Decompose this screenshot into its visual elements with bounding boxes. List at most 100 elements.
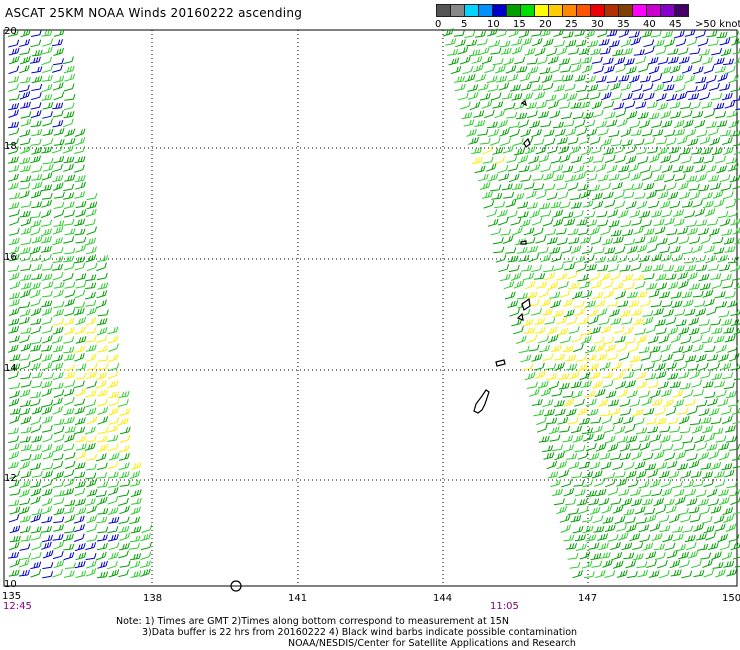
wind-barb	[42, 101, 54, 110]
wind-barb	[654, 319, 666, 327]
wind-barb	[448, 57, 460, 66]
wind-barb	[662, 309, 674, 318]
wind-barb	[699, 92, 711, 101]
wind-barb	[29, 362, 41, 371]
wind-barb	[654, 226, 666, 235]
wind-barb	[648, 570, 660, 578]
wind-barb	[534, 91, 546, 100]
wind-barb	[9, 470, 21, 480]
wind-barb	[689, 101, 701, 110]
wind-barb	[626, 110, 638, 120]
wind-barb	[41, 516, 53, 524]
wind-barb	[29, 398, 41, 407]
wind-barb	[720, 129, 731, 137]
wind-barb	[584, 165, 596, 173]
wind-barb	[561, 245, 572, 254]
wind-barb	[657, 381, 669, 390]
wind-barb	[614, 425, 626, 435]
wind-barb	[41, 316, 53, 325]
wind-barb	[643, 39, 655, 48]
wind-barb	[554, 128, 566, 137]
wind-barb	[8, 127, 20, 136]
wind-barb	[520, 128, 531, 138]
wind-barb	[543, 172, 555, 181]
wind-barb	[8, 499, 20, 507]
wind-barb	[724, 245, 736, 253]
wind-barb	[545, 363, 557, 370]
wind-barb	[668, 514, 680, 524]
wind-barb	[86, 201, 98, 210]
wind-barb	[129, 542, 140, 550]
wind-barb	[42, 157, 54, 165]
wind-barb	[41, 443, 53, 453]
wind-barb	[454, 75, 465, 83]
wind-barb	[701, 191, 713, 200]
wind-barb	[660, 66, 672, 75]
wind-barb	[692, 66, 704, 75]
wind-barb	[649, 345, 661, 353]
wind-barb	[528, 155, 540, 164]
wind-barb	[107, 560, 118, 570]
wind-barb	[30, 532, 42, 541]
wind-barb	[64, 380, 76, 388]
wind-barb	[476, 38, 488, 46]
wind-barb	[556, 182, 568, 191]
wind-barb	[96, 299, 107, 309]
wind-barb	[707, 39, 719, 46]
wind-barb	[455, 39, 466, 48]
wind-barb	[610, 497, 622, 505]
wind-barb	[661, 164, 673, 173]
wind-barb	[702, 559, 713, 568]
wind-barb	[666, 93, 678, 102]
wind-barb	[664, 217, 675, 226]
wind-barb	[608, 264, 619, 272]
wind-barb	[75, 388, 86, 397]
wind-barb	[42, 138, 54, 147]
wind-barb	[512, 226, 523, 236]
wind-barb	[568, 282, 580, 290]
wind-barb	[503, 57, 514, 66]
wind-barb	[645, 463, 657, 471]
wind-barb	[708, 227, 720, 236]
wind-barb	[695, 308, 707, 317]
wind-barb	[531, 37, 543, 47]
wind-barb	[708, 127, 719, 136]
wind-barb	[634, 506, 646, 515]
wind-barb	[623, 191, 635, 199]
wind-barb	[705, 121, 717, 129]
wind-barb	[654, 407, 666, 416]
wind-barb	[653, 174, 665, 182]
wind-barb	[632, 553, 644, 561]
wind-barb	[604, 472, 616, 480]
wind-barb	[42, 65, 53, 73]
wind-barb	[620, 408, 632, 416]
wind-barb	[563, 488, 575, 497]
wind-barb	[494, 201, 506, 209]
wind-barb	[709, 362, 720, 371]
wind-barb	[595, 488, 607, 497]
wind-barb	[572, 569, 583, 579]
wind-barb	[729, 217, 740, 226]
wind-barb	[130, 497, 142, 505]
wind-barb	[52, 362, 64, 371]
wind-barb	[571, 471, 583, 479]
wind-barb	[698, 184, 710, 192]
wind-barb	[688, 283, 700, 290]
wind-barb	[537, 380, 549, 389]
wind-barb	[74, 326, 86, 335]
wind-barb	[566, 363, 578, 371]
wind-barb	[42, 118, 53, 127]
wind-barb	[700, 235, 712, 245]
wind-barb	[640, 299, 651, 308]
legend-swatch	[450, 4, 465, 17]
wind-barb	[692, 244, 703, 254]
wind-barb	[678, 326, 690, 335]
wind-barb	[720, 183, 732, 191]
wind-barb	[490, 184, 502, 192]
wind-barb	[563, 444, 574, 453]
wind-barb	[108, 398, 120, 407]
wind-barb	[30, 526, 42, 534]
wind-barb	[8, 569, 20, 577]
wind-barb	[75, 200, 87, 209]
wind-barb	[720, 273, 732, 282]
